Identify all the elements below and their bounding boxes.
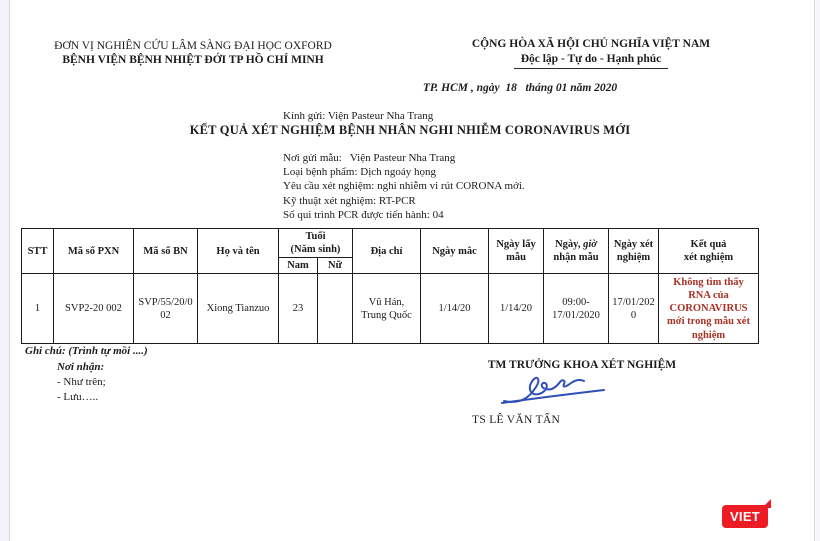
place-date-line: TP. HCM , ngày 18 tháng 01 năm 2020 [422,82,618,94]
table-row: 1 SVP2-20 002 SVP/55/20/002 Xiong Tianzu… [21,273,759,345]
cell-dia-chi: Vũ Hán, Trung Quốc [352,273,421,345]
issuing-org-block: ĐƠN VỊ NGHIÊN CỨU LÂM SÀNG ĐẠI HỌC OXFOR… [45,39,341,67]
cell-ma-so-pxn: SVP2-20 002 [53,273,134,345]
national-motto-block: CỘNG HÒA XÃ HỘI CHỦ NGHĨA VIỆT NAM Độc l… [450,37,732,69]
cell-tuoi-nam: 23 [278,273,318,345]
cell-ma-so-bn: SVP/55/20/002 [133,273,198,345]
sample-info-block: Nơi gửi mẫu: Viện Pasteur Nha Trang Loại… [283,151,525,222]
col-header-ket-qua: Kết quả xét nghiệm [658,227,759,275]
recipients-block: Nơi nhận: - Như trên; - Lưu….. [57,360,106,405]
info-specimen-type: Loại bệnh phẩm: Dịch ngoáy họng [283,166,437,179]
cell-ket-qua-result: Không tìm thấy RNA của CORONAVIRUS mới t… [658,273,759,345]
col-header-ngay-mac: Ngày mắc [420,227,489,275]
col-header-ngay-gio-nhan-mau: Ngày, giờ nhận mẫu [543,227,609,275]
handwritten-signature [501,376,605,404]
col-header-dia-chi: Địa chỉ [352,227,421,275]
col-header-ngay-xet-nghiem: Ngày xét nghiệm [608,227,659,275]
table-header-row-2: Nam Nữ [22,257,759,275]
col-header-stt: STT [21,227,54,275]
recipients-label: Nơi nhận: [57,361,105,373]
viet-logo-text: VIET [729,509,761,524]
col-header-tuoi-line2: (Năm sinh) [290,244,341,256]
cell-ho-va-ten: Xiong Tianzuo [197,273,279,345]
cell-ngay-lay-mau: 1/14/20 [488,273,544,345]
org-name-line2: BỆNH VIỆN BỆNH NHIỆT ĐỚI TP HỒ CHÍ MINH [62,54,324,66]
viet-logo: VIET [722,499,771,528]
info-sender: Nơi gửi mẫu: Viện Pasteur Nha Trang [283,152,456,164]
recipient-line: Kính gửi: Viện Pasteur Nha Trang [283,110,434,122]
col-header-nu: Nữ [317,257,353,275]
cell-ngay-mac: 1/14/20 [420,273,489,345]
info-test-request: Yêu cầu xét nghiệm: nghi nhiễm vi rút CO… [283,180,525,193]
document-title: KẾT QUẢ XÉT NGHIỆM BỆNH NHÂN NGHI NHIỄM … [189,123,631,137]
cell-ngay-xet-nghiem: 17/01/2020 [608,273,659,345]
page-edge-right [814,0,820,541]
table-header-row-1: STT Mã số PXN Mã số BN Họ và tên Tuổi (N… [21,227,759,275]
org-name-line1: ĐƠN VỊ NGHIÊN CỨU LÂM SÀNG ĐẠI HỌC OXFOR… [54,40,332,52]
viet-logo-flag-icon [762,499,771,508]
cell-stt: 1 [21,273,54,345]
info-test-technique: Kỹ thuật xét nghiệm: RT-PCR [283,194,416,207]
cell-tuoi-nu [317,273,353,345]
recipient-item: - Như trên; [57,376,106,388]
cell-ngay-gio-nhan-mau: 09:00- 17/01/2020 [543,273,609,345]
col-header-ma-so-bn: Mã số BN [133,227,198,275]
col-header-ho-va-ten: Họ và tên [197,227,279,275]
signer-name: TS LÊ VĂN TẤN [472,414,561,426]
recipient-item: - Lưu….. [57,391,99,403]
col-header-ngay-lay-mau: Ngày lấy mẫu [488,227,544,275]
page-edge-left [0,0,10,541]
info-pcr-protocols: Số qui trình PCR được tiến hành: 04 [283,208,444,221]
national-motto: Độc lập - Tự do - Hạnh phúc [513,52,669,69]
footnote: Ghi chú: (Trình tự mồi ....) [25,345,148,357]
signature-title: TM TRƯỞNG KHOA XÉT NGHIỆM [487,359,677,371]
col-header-ket-qua-line1: Kết quả [690,239,727,251]
col-header-ma-so-pxn: Mã số PXN [53,227,134,275]
national-title: CỘNG HÒA XÃ HỘI CHỦ NGHĨA VIỆT NAM [471,38,711,50]
col-header-tuoi: Tuổi (Năm sinh) [278,227,353,259]
col-header-nam: Nam [278,257,318,275]
results-table: STT Mã số PXN Mã số BN Họ và tên Tuổi (N… [21,227,759,345]
col-header-tuoi-line1: Tuổi [305,231,326,242]
col-header-ket-qua-line2: xét nghiệm [683,252,734,264]
